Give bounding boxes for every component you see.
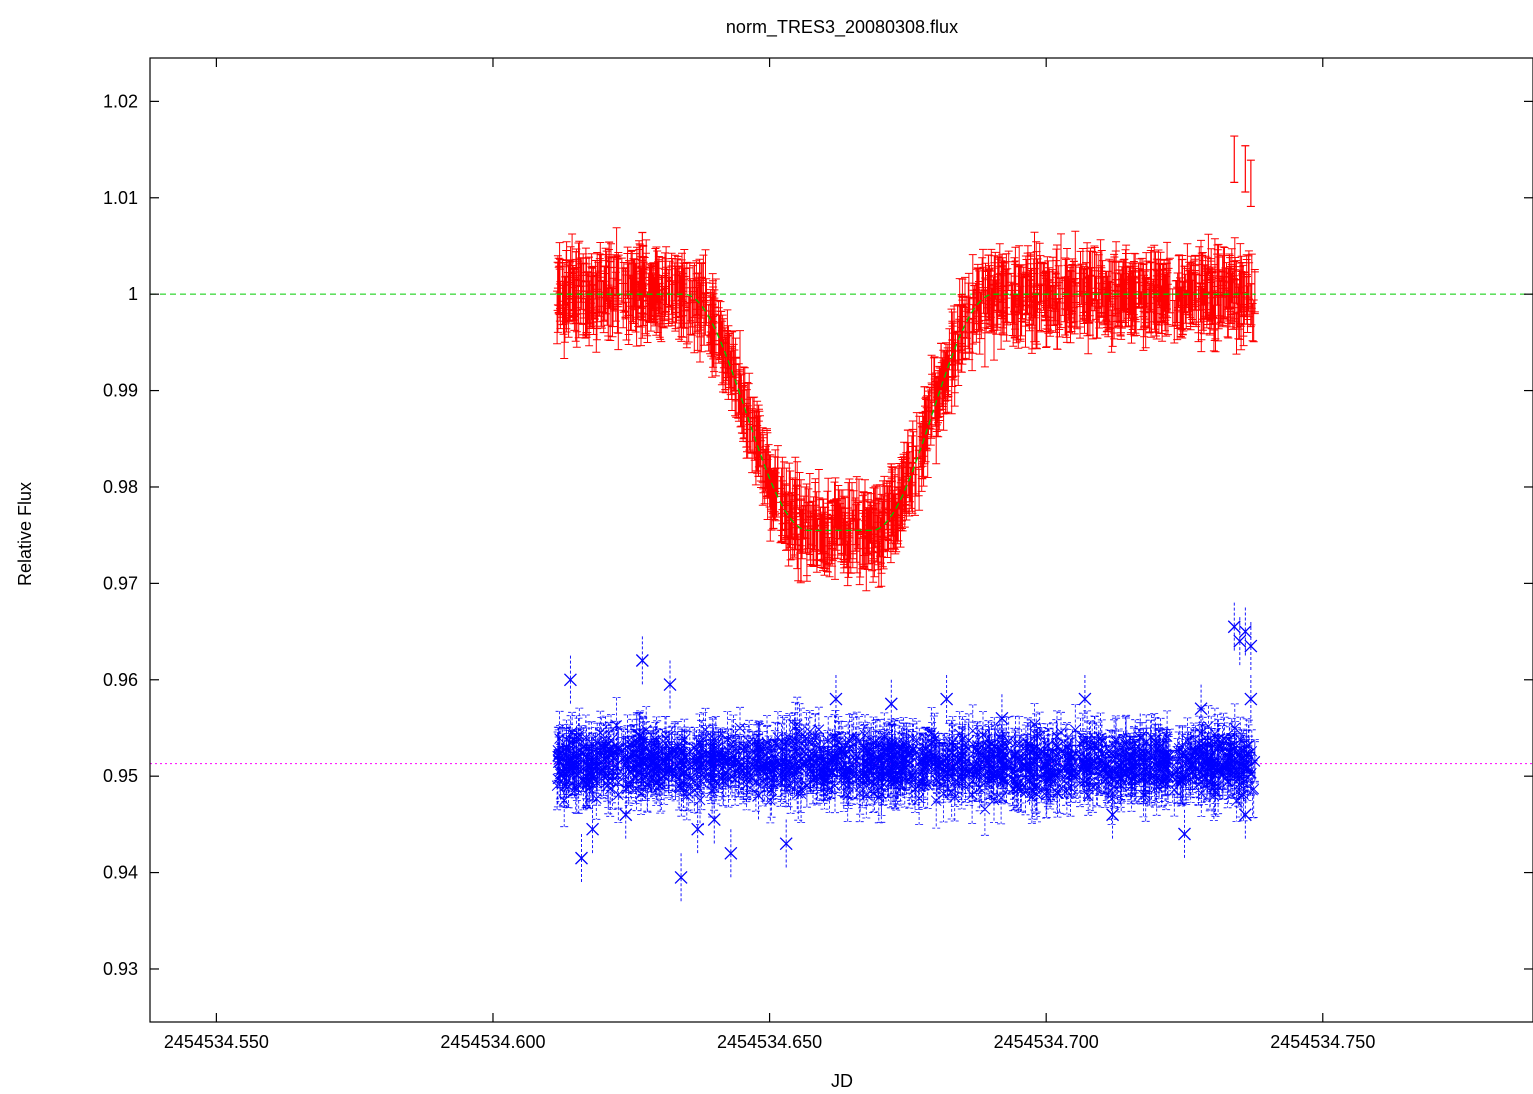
residual-points xyxy=(551,602,1261,902)
observed-point xyxy=(1230,135,1239,183)
observed-point xyxy=(870,487,879,535)
x-tick-label: 2454534.650 xyxy=(717,1032,822,1052)
observed-point xyxy=(787,492,796,540)
residual-point xyxy=(967,760,981,773)
observed-point xyxy=(887,463,896,511)
observed-point xyxy=(704,304,713,352)
y-tick-label: 0.95 xyxy=(103,766,138,786)
residual-point xyxy=(1023,774,1037,788)
observed-point xyxy=(1208,270,1217,318)
residual-point xyxy=(724,846,738,860)
residual-point xyxy=(552,755,566,769)
observed-point xyxy=(688,280,697,328)
residual-markers xyxy=(551,719,1261,815)
residual-point xyxy=(801,750,815,764)
y-tick-label: 0.94 xyxy=(103,863,138,883)
observed-point xyxy=(771,468,780,516)
observed-point xyxy=(654,255,663,304)
residual-point xyxy=(1161,769,1175,783)
observed-point xyxy=(638,231,647,280)
residual-point xyxy=(1133,731,1147,745)
residual-point xyxy=(1178,827,1191,841)
residual-point xyxy=(1233,634,1247,648)
x-tick-label: 2454534.600 xyxy=(440,1032,545,1052)
observed-point xyxy=(1152,275,1161,323)
residual-point xyxy=(1227,620,1241,634)
plot-frame xyxy=(149,57,1533,1023)
observed-point xyxy=(1069,260,1078,309)
residual-point xyxy=(563,673,577,687)
residual-point xyxy=(1244,639,1258,653)
residual-point xyxy=(1238,808,1252,822)
residual-point xyxy=(1194,702,1208,716)
residual-point xyxy=(597,740,611,754)
observed-point xyxy=(671,265,680,314)
y-axis-label: Relative Flux xyxy=(15,482,35,586)
observed-point xyxy=(1246,159,1255,208)
residual-point xyxy=(575,851,588,865)
residual-point xyxy=(1244,692,1258,706)
residual-point xyxy=(619,808,633,822)
residual-point xyxy=(663,678,677,692)
residual-point xyxy=(635,654,649,667)
y-tick-label: 0.99 xyxy=(103,381,138,401)
observed-point xyxy=(820,506,829,555)
y-tick-label: 1.02 xyxy=(103,91,138,111)
residual-point xyxy=(752,789,765,802)
model-curve xyxy=(556,293,1256,532)
x-tick-label: 2454534.550 xyxy=(164,1032,269,1052)
residual-point xyxy=(1238,625,1252,639)
residual-point xyxy=(779,837,793,851)
y-tick-label: 1.01 xyxy=(103,188,138,208)
residual-point xyxy=(1211,764,1225,778)
observed-point xyxy=(754,429,763,477)
residual-point xyxy=(586,822,600,836)
residual-point xyxy=(884,697,898,711)
residual-point xyxy=(1106,808,1120,822)
residual-point xyxy=(857,769,871,783)
residual-point xyxy=(691,822,705,836)
observed-point xyxy=(1230,260,1239,309)
observed-point xyxy=(920,386,929,434)
observed-point xyxy=(953,304,962,352)
observed-point xyxy=(721,342,730,391)
residual-point xyxy=(674,870,688,884)
residual-point xyxy=(995,711,1009,725)
observed-point xyxy=(1125,265,1134,314)
observed-errorbars xyxy=(553,227,1259,592)
x-tick-label: 2454534.750 xyxy=(1270,1032,1375,1052)
observed-point xyxy=(621,270,630,318)
residual-point xyxy=(912,779,926,793)
y-tick-label: 0.96 xyxy=(103,670,138,690)
observed-point xyxy=(1014,265,1023,314)
observed-point xyxy=(555,265,564,314)
observed-point xyxy=(986,270,995,318)
observed-point xyxy=(605,241,614,289)
observed-point xyxy=(937,342,946,391)
y-tick-label: 0.98 xyxy=(103,477,138,497)
residual-point xyxy=(707,813,721,827)
observed-point xyxy=(854,501,863,550)
y-tick-label: 0.93 xyxy=(103,959,138,979)
chart-title: norm_TRES3_20080308.flux xyxy=(726,17,958,38)
observed-point xyxy=(737,386,746,434)
observed-points xyxy=(553,135,1259,592)
residual-point xyxy=(1050,740,1064,754)
observed-point xyxy=(1097,270,1106,318)
x-axis-label: JD xyxy=(831,1071,853,1091)
observed-point xyxy=(804,501,813,550)
residual-point xyxy=(829,692,843,706)
y-tick-label: 1 xyxy=(128,284,138,304)
observed-point xyxy=(588,275,597,323)
observed-point xyxy=(1241,145,1250,193)
y-tick-label: 0.97 xyxy=(103,573,138,593)
residual-point xyxy=(1078,692,1092,706)
residual-point xyxy=(652,760,666,773)
x-tick-label: 2454534.700 xyxy=(994,1032,1099,1052)
observed-point xyxy=(571,251,580,299)
observed-point xyxy=(1180,265,1189,314)
residual-point xyxy=(940,692,954,706)
